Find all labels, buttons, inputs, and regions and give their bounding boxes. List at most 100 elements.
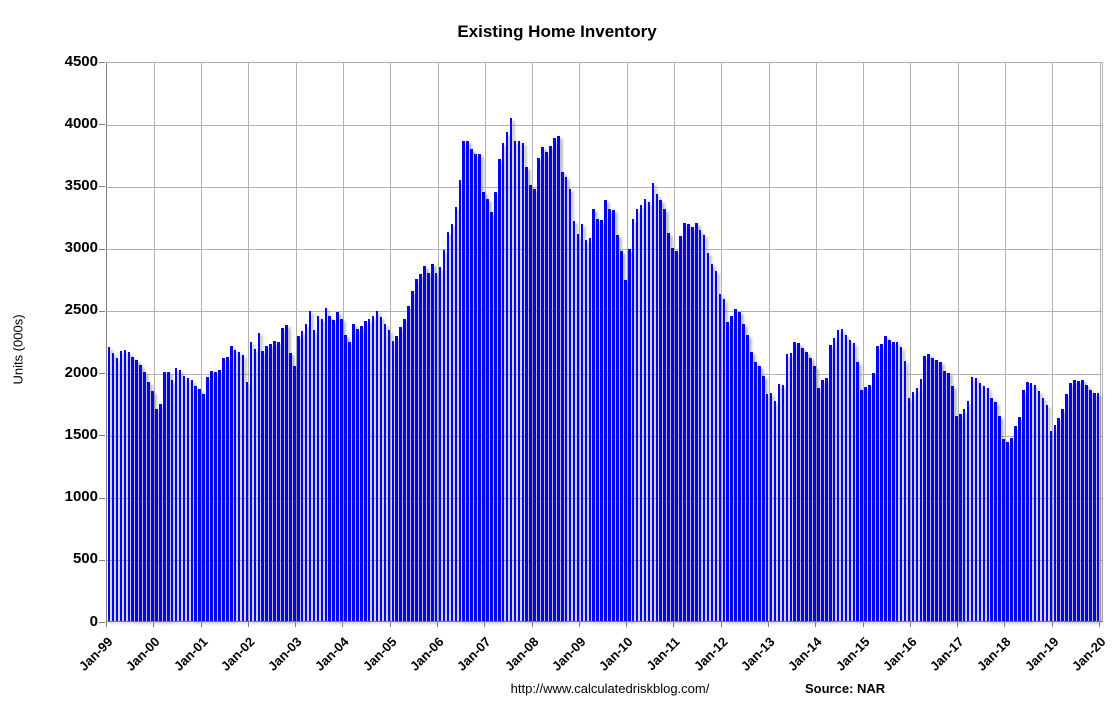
inventory-bar <box>690 226 694 621</box>
inventory-bar <box>395 336 399 621</box>
inventory-bar <box>324 308 328 621</box>
inventory-bar <box>344 334 347 621</box>
y-tick-mark <box>99 622 105 623</box>
inventory-bar <box>911 392 915 621</box>
inventory-bar <box>809 358 812 621</box>
inventory-bar <box>253 348 257 621</box>
gridline-vertical <box>815 63 817 621</box>
inventory-bar <box>620 251 623 621</box>
inventory-bar <box>738 312 741 621</box>
inventory-bar <box>257 333 261 621</box>
inventory-bar <box>281 328 284 621</box>
inventory-bar <box>513 141 517 621</box>
inventory-bar <box>576 233 580 621</box>
inventory-bar <box>592 209 596 621</box>
inventory-bar <box>206 377 209 621</box>
inventory-bar <box>371 316 375 621</box>
inventory-bar <box>718 293 722 621</box>
inventory-bar <box>801 348 804 621</box>
y-tick-label: 3000 <box>64 239 98 257</box>
x-tick-mark <box>768 622 769 627</box>
inventory-bar <box>828 344 832 621</box>
inventory-bar <box>757 365 761 621</box>
y-tick-mark <box>99 435 105 437</box>
gridline-vertical <box>437 63 439 621</box>
inventory-bar <box>647 201 651 621</box>
inventory-bar <box>931 358 934 621</box>
inventory-bar <box>293 365 296 621</box>
inventory-bar <box>962 408 966 621</box>
inventory-bar <box>557 135 560 621</box>
inventory-bar <box>1037 390 1041 621</box>
inventory-bar <box>907 398 911 621</box>
y-tick-label: 1500 <box>64 425 98 443</box>
inventory-bar <box>824 377 828 621</box>
inventory-bar <box>777 383 781 621</box>
inventory-bar <box>722 298 726 621</box>
gridline-vertical <box>484 63 486 621</box>
y-tick-mark <box>99 497 105 499</box>
inventory-bar <box>915 388 919 621</box>
inventory-bar <box>974 378 978 621</box>
x-tick-mark <box>153 622 155 627</box>
x-tick-mark <box>957 622 959 627</box>
y-tick-label: 1000 <box>64 488 98 506</box>
inventory-bar <box>454 207 458 621</box>
inventory-bar <box>769 392 773 621</box>
inventory-bar <box>269 343 272 621</box>
inventory-bar <box>832 337 836 621</box>
inventory-bar <box>726 322 730 621</box>
source-label: Source: <box>805 681 854 696</box>
chart-title: Existing Home Inventory <box>457 22 657 41</box>
gridline-vertical <box>1004 63 1006 621</box>
inventory-bar <box>434 272 438 621</box>
y-tick-mark <box>99 310 105 312</box>
inventory-bar <box>273 340 276 621</box>
inventory-bar <box>174 368 178 621</box>
inventory-bar <box>694 222 698 621</box>
inventory-bar <box>943 370 946 621</box>
inventory-bar <box>320 319 324 621</box>
inventory-bar <box>367 319 371 621</box>
inventory-bar <box>1014 425 1017 621</box>
inventory-bar <box>1049 430 1053 621</box>
x-tick-mark <box>342 622 344 627</box>
inventory-bar <box>612 210 615 621</box>
inventory-bar <box>549 145 552 621</box>
inventory-bar <box>517 141 521 621</box>
inventory-bar <box>143 372 146 621</box>
inventory-bar <box>399 327 402 621</box>
inventory-bar <box>580 224 584 621</box>
inventory-bar <box>332 320 335 621</box>
inventory-bar <box>1021 390 1025 621</box>
inventory-bar <box>446 232 450 621</box>
inventory-bar <box>1092 392 1096 621</box>
inventory-bar <box>687 224 690 621</box>
inventory-bar <box>151 390 154 621</box>
inventory-bar <box>493 191 497 621</box>
inventory-bar <box>233 349 237 621</box>
inventory-bar <box>895 342 899 621</box>
y-tick-mark <box>99 373 105 375</box>
inventory-bar <box>939 361 942 621</box>
inventory-bar <box>994 401 997 621</box>
y-tick-mark <box>99 248 105 250</box>
gridline-vertical <box>248 63 250 621</box>
inventory-bar <box>868 384 871 621</box>
inventory-bar <box>888 340 891 621</box>
gridline-vertical <box>957 63 959 621</box>
inventory-bar <box>210 370 213 621</box>
y-tick-label: 4000 <box>64 114 98 132</box>
inventory-bar <box>553 138 556 621</box>
x-tick-mark <box>720 622 722 627</box>
inventory-bar <box>166 371 170 621</box>
inventory-bar <box>876 345 879 621</box>
inventory-bar <box>1096 393 1100 621</box>
inventory-bar <box>336 312 339 621</box>
inventory-bar <box>624 280 627 621</box>
inventory-bar <box>261 350 265 621</box>
inventory-bar <box>430 263 434 621</box>
inventory-bar <box>127 352 131 621</box>
inventory-bar <box>958 413 962 621</box>
